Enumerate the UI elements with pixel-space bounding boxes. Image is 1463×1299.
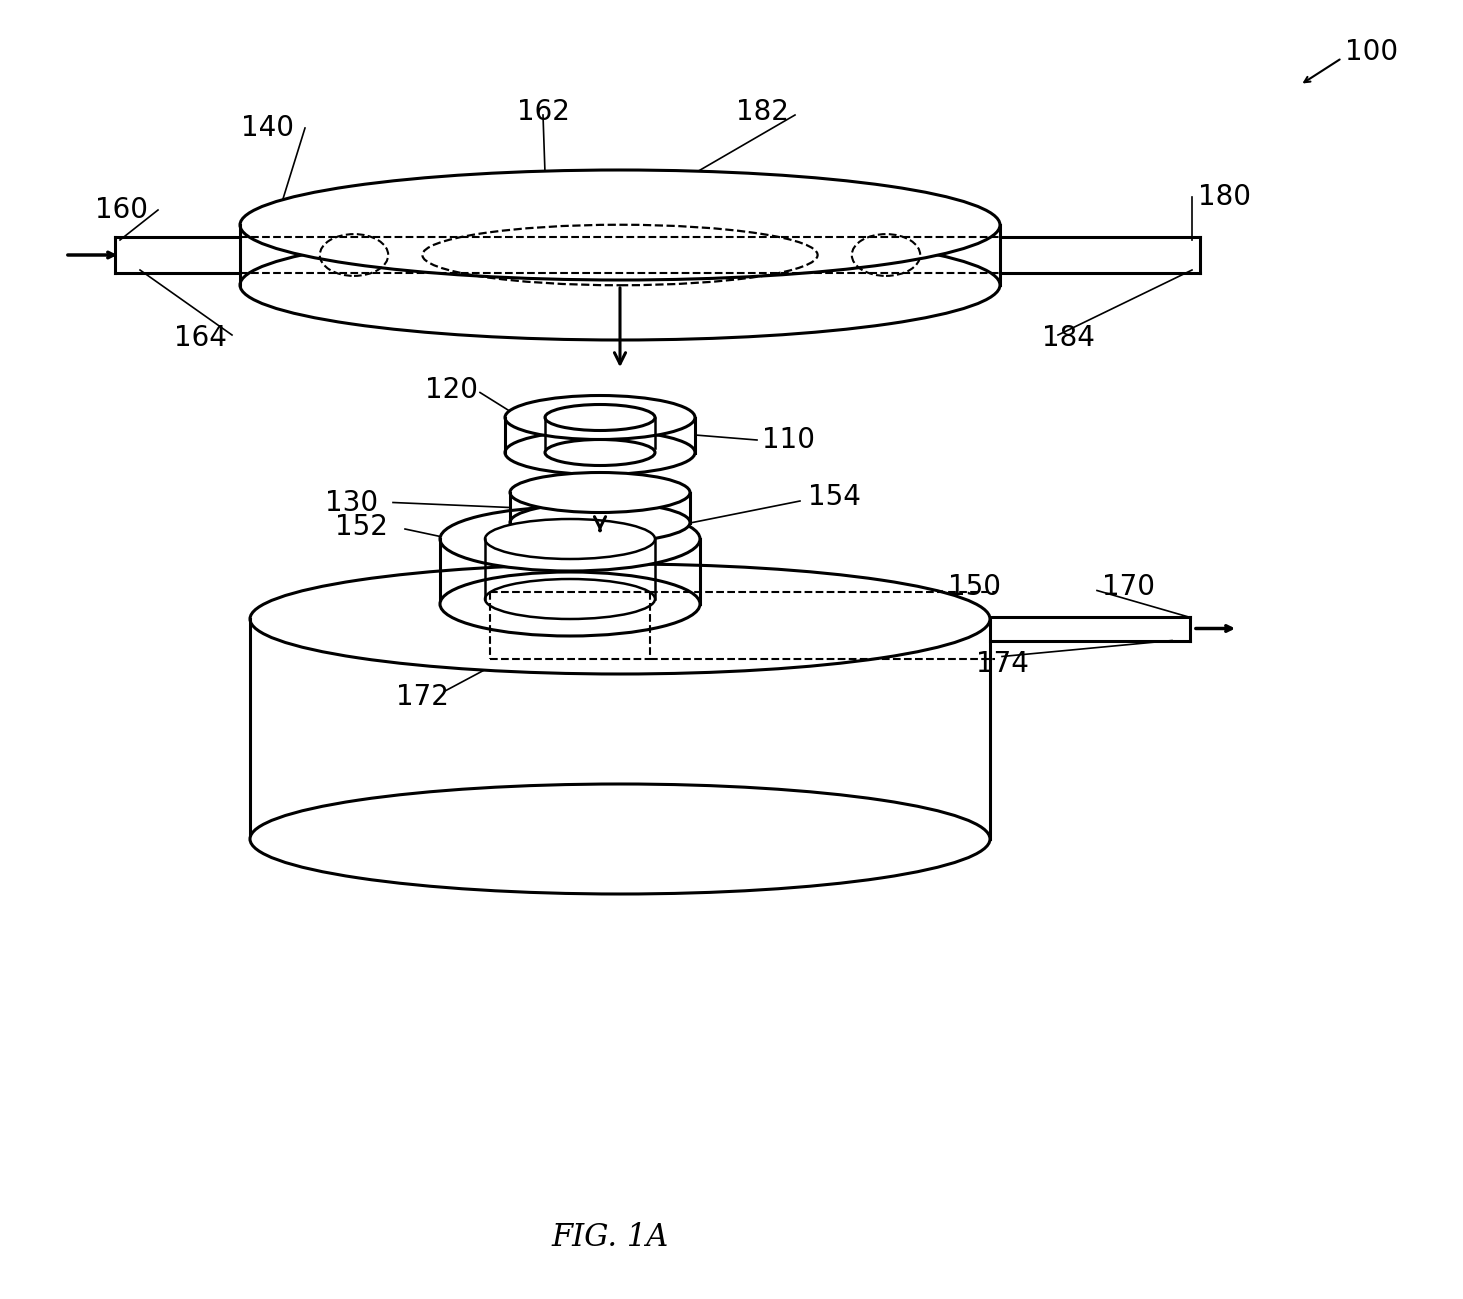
- Text: 172: 172: [395, 683, 449, 711]
- Text: 100: 100: [1344, 38, 1399, 66]
- Text: 160: 160: [95, 196, 149, 223]
- Text: FIG. 1A: FIG. 1A: [552, 1221, 669, 1252]
- Text: 174: 174: [976, 650, 1028, 678]
- Text: 180: 180: [1198, 183, 1251, 210]
- Ellipse shape: [486, 520, 655, 559]
- Text: 184: 184: [1042, 323, 1094, 352]
- Text: 170: 170: [1102, 573, 1154, 600]
- Text: 162: 162: [516, 97, 569, 126]
- Text: 130: 130: [325, 488, 377, 517]
- Ellipse shape: [505, 395, 695, 439]
- Ellipse shape: [546, 404, 655, 430]
- Ellipse shape: [250, 564, 990, 674]
- Text: 110: 110: [762, 426, 815, 453]
- Ellipse shape: [511, 503, 691, 543]
- Text: 182: 182: [736, 97, 789, 126]
- Ellipse shape: [440, 572, 699, 637]
- Text: 120: 120: [426, 375, 478, 404]
- Text: 150: 150: [948, 573, 1001, 601]
- Ellipse shape: [240, 230, 1001, 340]
- Text: 140: 140: [241, 114, 294, 142]
- Text: 152: 152: [335, 513, 388, 540]
- Text: 154: 154: [808, 483, 860, 511]
- Ellipse shape: [440, 507, 699, 572]
- Ellipse shape: [486, 579, 655, 620]
- Ellipse shape: [250, 785, 990, 894]
- Ellipse shape: [240, 170, 1001, 281]
- Ellipse shape: [546, 439, 655, 465]
- Ellipse shape: [505, 430, 695, 474]
- Ellipse shape: [511, 473, 691, 513]
- Text: 164: 164: [174, 323, 227, 352]
